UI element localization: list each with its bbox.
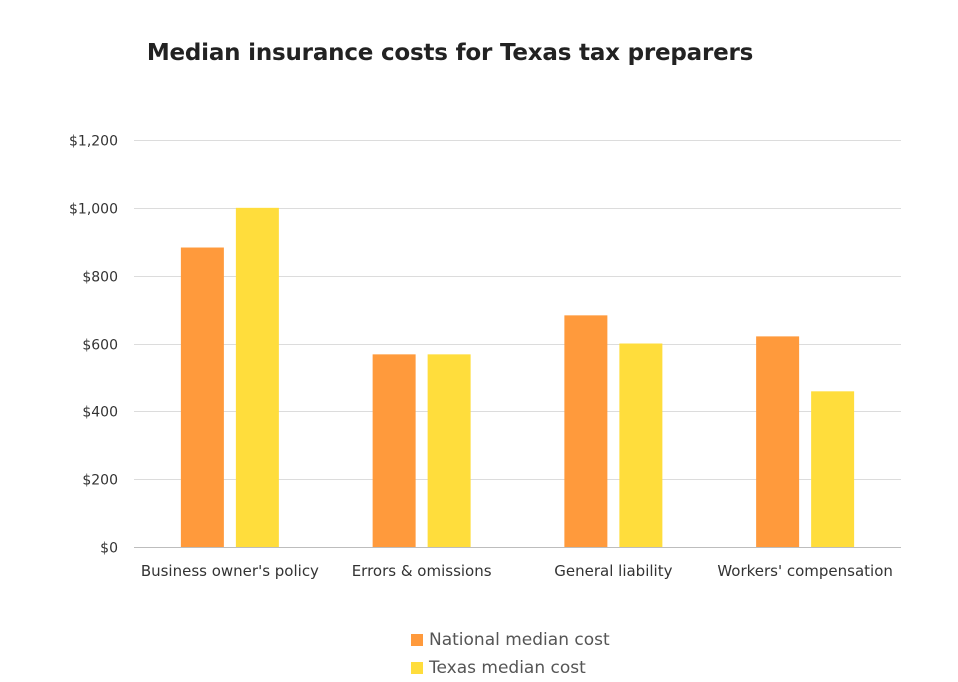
- bar-texas: [619, 343, 663, 547]
- y-tick-label: $200: [82, 473, 118, 489]
- bar-national: [756, 336, 800, 547]
- legend-label-national: National median cost: [429, 630, 610, 650]
- bar-texas: [427, 354, 471, 547]
- bar-national: [180, 247, 224, 547]
- x-axis: Business owner's policy Errors & omission…: [141, 562, 893, 580]
- bar-texas: [235, 207, 279, 548]
- legend: National median cost Texas median cost: [411, 626, 610, 682]
- x-tick-label: Business owner's policy: [141, 562, 319, 580]
- x-tick-label: General liability: [554, 562, 672, 580]
- y-tick-label: $1,000: [69, 202, 118, 218]
- y-tick-label: $800: [82, 270, 118, 286]
- legend-item-national: National median cost: [411, 626, 610, 654]
- bar-national: [564, 315, 608, 547]
- bar-national: [372, 354, 416, 547]
- y-tick-label: $400: [82, 405, 118, 421]
- legend-swatch-texas: [411, 662, 423, 674]
- legend-label-texas: Texas median cost: [429, 658, 586, 678]
- y-tick-label: $600: [82, 338, 118, 354]
- x-tick-label: Errors & omissions: [352, 562, 492, 580]
- legend-swatch-national: [411, 634, 423, 646]
- y-tick-label: $0: [100, 541, 118, 557]
- y-axis: $0 $200 $400 $600 $800 $1,000 $1,200: [69, 134, 118, 557]
- chart-title: Median insurance costs for Texas tax pre…: [146, 40, 754, 66]
- y-tick-label: $1,200: [69, 134, 118, 150]
- legend-item-texas: Texas median cost: [411, 654, 610, 682]
- x-tick-label: Workers' compensation: [717, 562, 893, 580]
- bar-layer: [180, 207, 855, 548]
- bar-texas: [811, 391, 855, 547]
